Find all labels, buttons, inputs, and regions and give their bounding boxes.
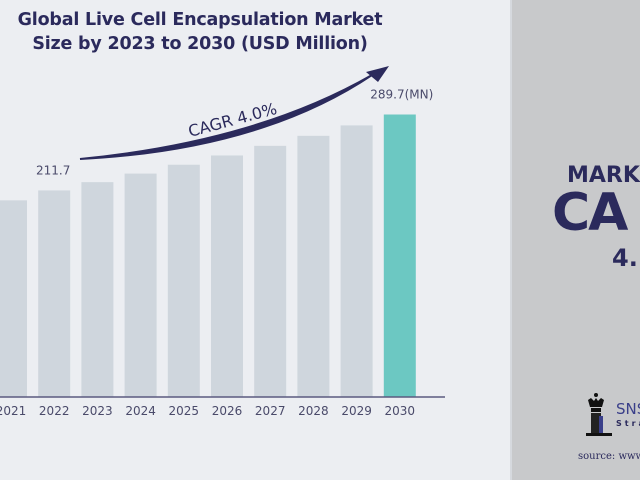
bar-2029 <box>340 125 373 397</box>
title-line-2: Size by 2023 to 2030 (USD Million) <box>32 34 368 54</box>
bar-2026 <box>211 155 243 397</box>
cagr-arrowhead-icon <box>366 66 389 82</box>
x-tick-2028: 2028 <box>298 404 329 418</box>
bar-2030 <box>383 114 416 397</box>
bar-2024 <box>124 173 157 397</box>
data-label-2022: 211.7 <box>36 163 70 177</box>
bar-2022 <box>38 190 71 397</box>
bar-2028 <box>297 135 330 397</box>
bar-2027 <box>254 145 287 397</box>
bar-chart: 2021 2022 211.7 2023 2024 2025 2026 2027 2028 202… <box>0 66 445 418</box>
bar-2021 <box>0 200 27 397</box>
source-text: source: www <box>578 451 640 462</box>
data-label-2030: 289.7(MN) <box>370 88 433 102</box>
chart-title: Global Live Cell Encapsulation Market Si… <box>0 8 440 56</box>
bar-2023 <box>81 182 114 397</box>
x-tick-2030: 2030 <box>385 404 416 418</box>
market-label: MARK <box>567 163 640 188</box>
x-tick-2024: 2024 <box>125 404 156 418</box>
title-line-1: Global Live Cell Encapsulation Market <box>17 10 383 30</box>
x-tick-2026: 2026 <box>212 404 243 418</box>
rook-logo-icon <box>586 393 612 436</box>
logo-text: SNS <box>616 400 640 418</box>
cagr-value: 4. <box>612 244 638 272</box>
x-tick-2022: 2022 <box>39 404 70 418</box>
side-panel: MARK CA 4. SNS Stra source: www <box>510 0 640 480</box>
x-tick-2025: 2025 <box>169 404 200 418</box>
cagr-label: CA <box>552 183 628 243</box>
x-tick-2021: 2021 <box>0 404 26 418</box>
x-tick-2029: 2029 <box>341 404 372 418</box>
x-tick-2027: 2027 <box>255 404 286 418</box>
bar-2025 <box>167 164 200 397</box>
x-tick-2023: 2023 <box>82 404 113 418</box>
logo-subtext: Stra <box>616 419 640 428</box>
